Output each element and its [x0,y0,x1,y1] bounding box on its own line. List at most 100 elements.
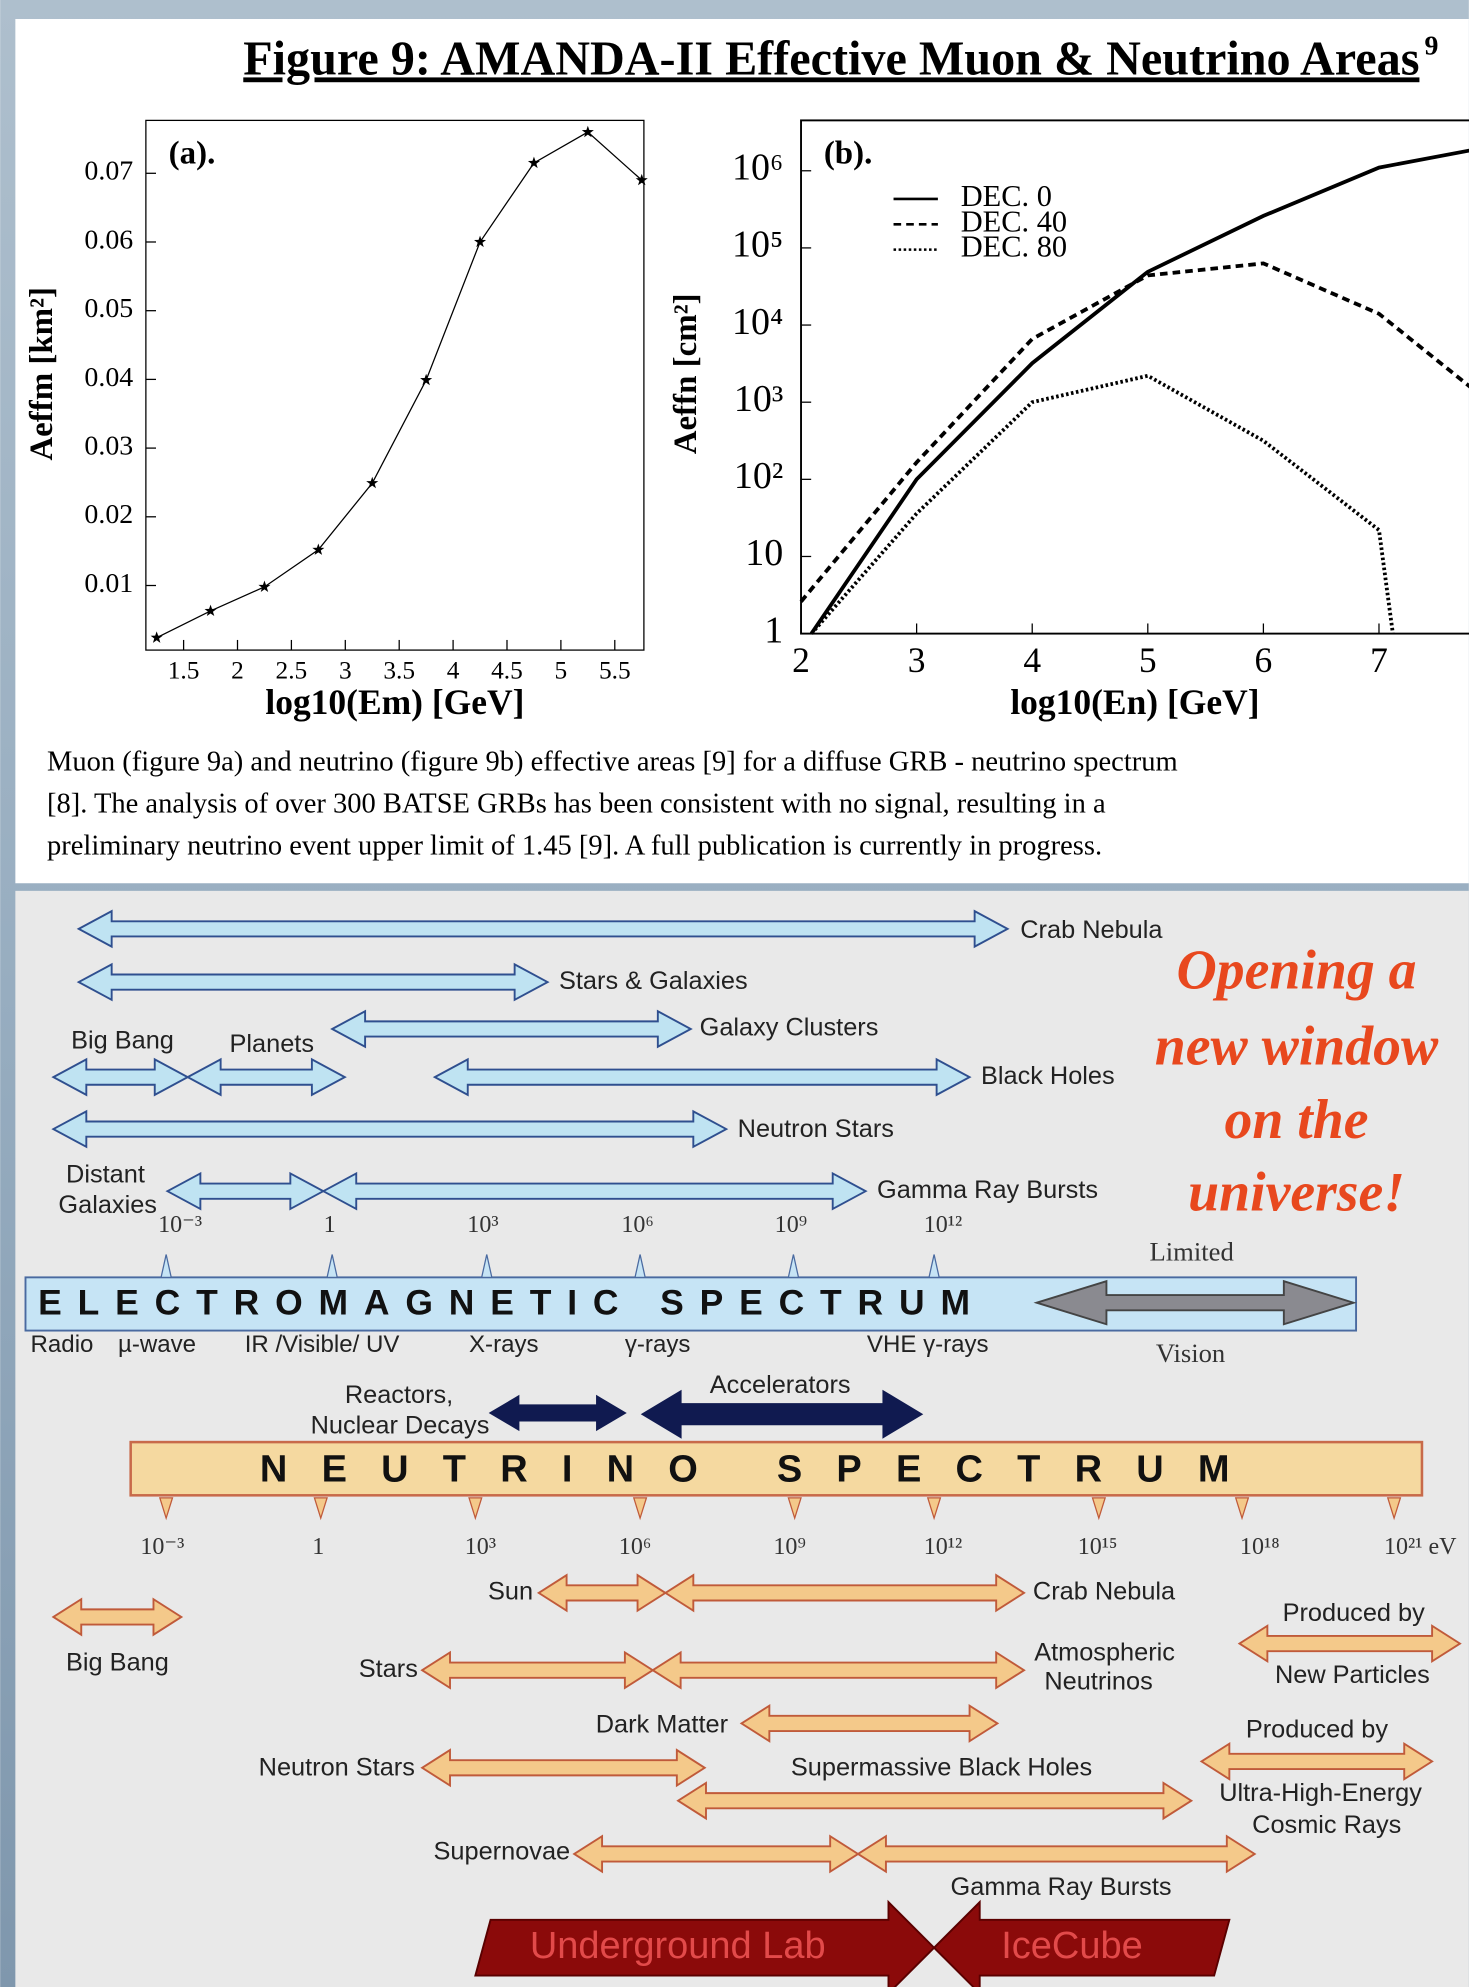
title: Figure 9: AMANDA-II Effective Muon & Neu… [243,32,1419,85]
band-label: Radio [31,1331,94,1358]
source-label: Gamma Ray Bursts [951,1873,1172,1901]
energy-label: 10⁶ [621,1212,653,1238]
source-label: Stars & Galaxies [559,967,748,995]
caption-line: [8]. The analysis of over 300 BATSE GRBs… [47,788,1106,819]
x-tick-label: 6 [1255,640,1273,680]
source-label: Stars [359,1655,418,1683]
x-tick-label: 4.5 [491,657,523,685]
source-label: Big Bang [71,1026,174,1054]
y-tick-label: 0.01 [84,568,133,599]
label: Nuclear Decays [311,1412,490,1440]
source-label: Neutrinos [1044,1668,1152,1696]
x-tick-label: 5 [555,657,568,685]
facility-label: Underground Lab [530,1925,826,1967]
caption-line: Muon (figure 9a) and neutrino (figure 9b… [47,747,1178,778]
y-tick-label: 0.04 [84,362,133,393]
source-label: Crab Nebula [1020,916,1163,944]
source-label: Big Bang [66,1649,169,1677]
source-label: New Particles [1275,1661,1430,1689]
source-label: Supernovae [434,1837,571,1865]
slogan-line: on the [1224,1089,1368,1151]
x-tick-label: 4 [1023,640,1041,680]
source-label: Planets [230,1030,314,1058]
energy-label: 10⁹ [773,1534,805,1560]
energy-label: 10¹⁸ [1240,1534,1280,1560]
x-tick-label: 3 [339,657,352,685]
source-label: Produced by [1283,1599,1426,1627]
x-tick-label: 1.5 [168,657,200,685]
facility-label: IceCube [1001,1925,1143,1967]
band-label: µ-wave [118,1331,196,1358]
source-label: Neutron Stars [738,1115,894,1143]
y-tick-label: 10² [734,455,783,497]
band-label: X-rays [469,1331,539,1358]
energy-label: 10⁻³ [158,1212,202,1238]
y-tick-label: 10³ [734,378,783,420]
y-tick-label: 0.03 [84,430,133,461]
panel-label: (a). [169,135,216,171]
x-tick-label: 4 [447,657,460,685]
slide: Figure 9: AMANDA-II Effective Muon & Neu… [0,0,1469,1987]
energy-label: 10⁹ [775,1212,807,1238]
band-label: VHE γ-rays [867,1331,989,1358]
energy-label: 10¹² [924,1534,963,1560]
source-label: Galaxy Clusters [700,1014,879,1042]
em-spectrum-label: ELECTROMAGNETIC SPECTRUM [38,1283,986,1323]
x-tick-label: 7 [1370,640,1388,680]
x-tick-label: 3 [908,640,926,680]
source-label: Atmospheric [1034,1638,1175,1666]
source-label: Supermassive Black Holes [791,1754,1092,1782]
panel-label: (b). [824,135,872,171]
y-tick-label: 10 [745,532,783,574]
source-label: Sun [488,1578,533,1606]
y-axis-label: Aeffn [cm²] [668,293,704,454]
x-axis-label: log10(En) [GeV] [1010,682,1259,722]
page: { "title": "Figure 9: AMANDA-II Effectiv… [0,0,1469,1987]
x-tick-label: 2 [231,657,244,685]
energy-label: 1 [312,1534,324,1560]
band-label: γ-rays [625,1331,691,1358]
vision-label: Limited [1150,1237,1234,1267]
x-tick-label: 3.5 [383,657,415,685]
caption-line: preliminary neutrino event upper limit o… [47,830,1102,861]
energy-label: 10²¹ eV [1384,1534,1457,1560]
label: Accelerators [710,1371,851,1399]
energy-label: 10⁶ [619,1534,651,1560]
label: Reactors, [345,1381,453,1409]
y-tick-label: 10⁴ [732,301,783,343]
x-tick-label: 5 [1139,640,1157,680]
y-tick-label: 0.05 [84,293,133,324]
energy-label: 10³ [465,1534,496,1560]
energy-label: 10¹² [924,1212,963,1238]
y-tick-label: 1 [764,609,783,651]
y-tick-label: 0.06 [84,224,133,255]
x-tick-label: 2 [792,640,810,680]
band-label: IR /Visible/ UV [245,1331,400,1358]
source-label: Crab Nebula [1033,1578,1176,1606]
source-label: Gamma Ray Bursts [877,1176,1098,1204]
y-tick-label: 0.07 [84,156,133,187]
slogan-line: universe! [1188,1161,1405,1223]
x-tick-label: 5.5 [599,657,631,685]
x-tick-label: 2.5 [276,657,308,685]
source-label: Distant [66,1161,145,1189]
slogan-line: new window [1155,1016,1439,1078]
y-tick-label: 10⁵ [732,224,783,266]
neutrino-spectrum-label: NEUTRINO SPECTRUM [260,1448,1264,1490]
title-ref: 9 [1425,31,1439,62]
energy-label: 10³ [467,1212,498,1238]
y-tick-label: 0.02 [84,499,133,530]
source-label: Neutron Stars [259,1754,415,1782]
slogan-line: Opening a [1176,940,1416,1002]
legend-label: DEC. 80 [961,230,1067,264]
source-label: Produced by [1246,1716,1389,1744]
energy-label: 1 [324,1212,336,1238]
y-tick-label: 10⁶ [732,146,783,188]
source-label: Black Holes [981,1062,1115,1090]
source-label: Dark Matter [596,1711,729,1739]
x-axis-label: log10(Em) [GeV] [265,682,524,722]
source-label: Ultra-High-Energy [1219,1779,1422,1807]
energy-label: 10¹⁵ [1078,1534,1118,1560]
y-axis-label: Aeffm [km²] [24,287,60,461]
energy-label: 10⁻³ [140,1534,184,1560]
